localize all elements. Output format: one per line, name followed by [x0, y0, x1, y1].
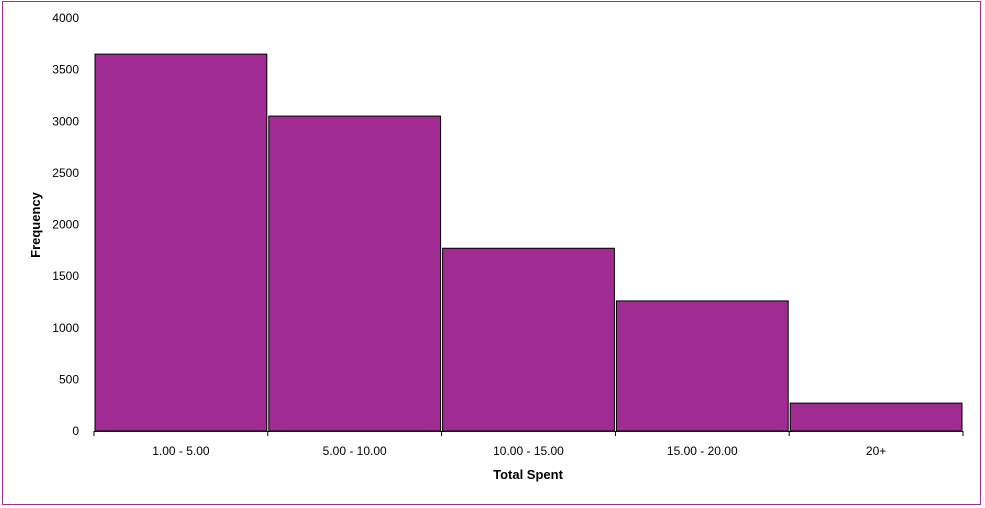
y-tick-label: 0 [72, 424, 79, 438]
y-tick-label: 1000 [52, 321, 79, 335]
x-axis-ticks: 1.00 - 5.00 5.00 - 10.00 10.00 - 15.00 15.0… [152, 444, 886, 458]
histogram-bar [789, 402, 963, 432]
x-tick-label: 1.00 - 5.00 [152, 444, 210, 458]
y-tick-label: 3500 [52, 63, 79, 77]
y-tick-label: 500 [59, 372, 79, 386]
y-tick-label: 4000 [52, 11, 79, 25]
x-axis-title: Total Spent [493, 467, 563, 482]
y-axis-ticks: 0 500 1000 1500 2000 2500 3000 3500 4000 [52, 11, 79, 438]
y-axis-title: Frequency [28, 191, 43, 258]
x-tick-label: 20+ [866, 444, 886, 458]
x-tick-label: 10.00 - 15.00 [493, 444, 564, 458]
x-tick-label: 5.00 - 10.00 [323, 444, 387, 458]
y-tick-label: 2500 [52, 166, 79, 180]
bars [94, 53, 963, 432]
histogram-bar [615, 300, 789, 432]
y-tick-label: 3000 [52, 114, 79, 128]
histogram-bar [268, 115, 442, 432]
y-tick-label: 2000 [52, 218, 79, 232]
histogram-bar [94, 53, 268, 432]
x-tick-label: 15.00 - 20.00 [667, 444, 738, 458]
histogram-bar [442, 247, 615, 432]
y-tick-label: 1500 [52, 269, 79, 283]
x-axis [93, 431, 964, 436]
